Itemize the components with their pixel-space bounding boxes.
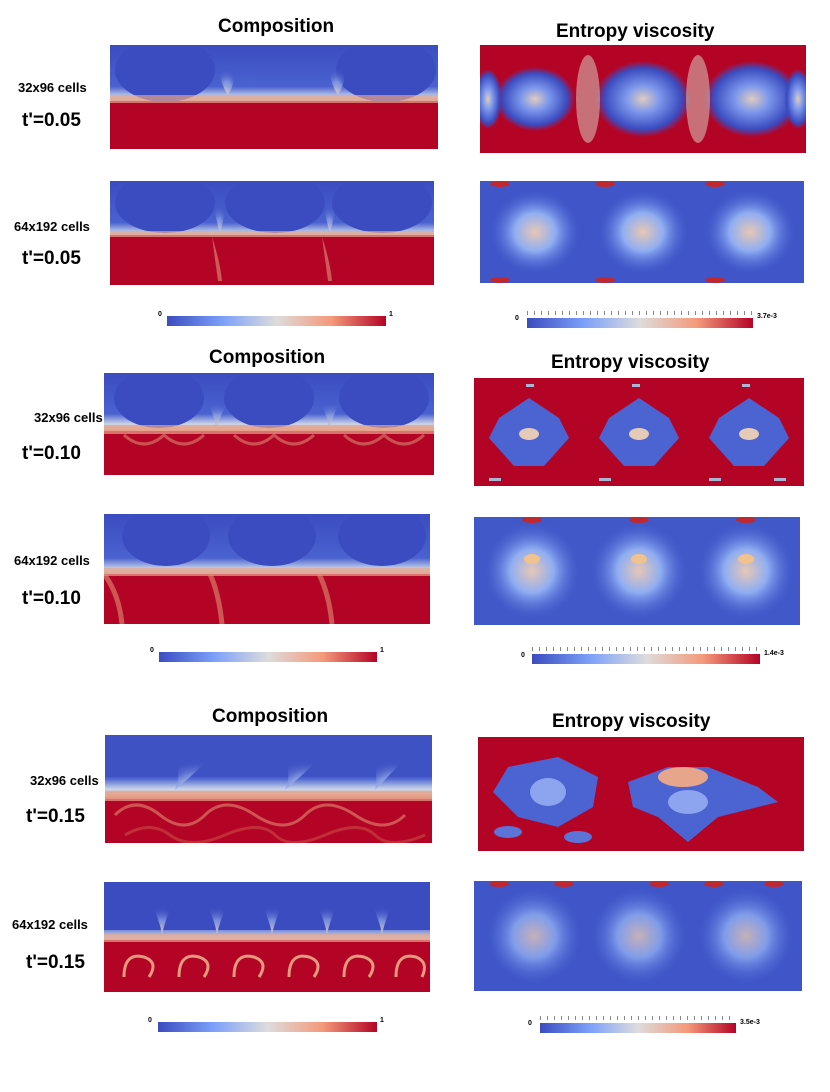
- time-label: t'=0.10: [22, 588, 81, 609]
- entropy-viscosity-colorbar: [532, 647, 760, 664]
- colorbar-min: 0: [515, 315, 519, 322]
- colorbar-min: 0: [158, 311, 162, 318]
- resolution-label: 64x192 cells: [14, 553, 90, 568]
- composition-colorbar: [158, 1019, 377, 1032]
- composition-panel: [110, 45, 438, 149]
- composition-panel: [105, 735, 432, 843]
- entropy-viscosity-panel: [474, 881, 802, 991]
- entropy-viscosity-panel: [478, 737, 804, 851]
- entropy-viscosity-colorbar: [527, 311, 753, 328]
- entropy-viscosity-panel: [480, 181, 804, 283]
- colorbar-max: 1.4e-3: [764, 650, 784, 657]
- entropy-viscosity-colorbar: [540, 1016, 736, 1033]
- resolution-label: 64x192 cells: [14, 219, 90, 234]
- composition-title-1: Composition: [218, 16, 335, 37]
- colorbar-min: 0: [521, 652, 525, 659]
- colorbar-max: 3.5e-3: [740, 1019, 760, 1026]
- resolution-label: 32x96 cells: [18, 80, 87, 95]
- entropy-viscosity-panel: [480, 45, 806, 153]
- time-label: t'=0.05: [22, 248, 81, 269]
- time-label: t'=0.15: [26, 806, 85, 827]
- colorbar-max: 3.7e-3: [757, 313, 777, 320]
- entropy-viscosity-title-3: Entropy viscosity: [552, 711, 711, 732]
- colorbar-max: 1: [380, 1017, 384, 1024]
- composition-title-3: Composition: [212, 706, 329, 727]
- composition-panel: [104, 514, 430, 624]
- entropy-viscosity-panel: [474, 517, 800, 625]
- time-label: t'=0.10: [22, 443, 81, 464]
- entropy-viscosity-title-2: Entropy viscosity: [551, 352, 710, 373]
- composition-colorbar: [167, 313, 386, 326]
- resolution-label: 32x96 cells: [30, 773, 99, 788]
- colorbar-min: 0: [148, 1017, 152, 1024]
- composition-title-2: Composition: [209, 347, 326, 368]
- time-label: t'=0.05: [22, 110, 81, 131]
- composition-colorbar: [159, 649, 377, 662]
- time-label: t'=0.15: [26, 952, 85, 973]
- entropy-viscosity-title-1: Entropy viscosity: [556, 21, 715, 42]
- composition-panel: [104, 882, 430, 992]
- colorbar-min: 0: [150, 647, 154, 654]
- colorbar-max: 1: [380, 647, 384, 654]
- composition-panel: [110, 181, 434, 285]
- colorbar-min: 0: [528, 1020, 532, 1027]
- entropy-viscosity-panel: [474, 378, 804, 486]
- resolution-label: 32x96 cells: [34, 410, 103, 425]
- colorbar-max: 1: [389, 311, 393, 318]
- composition-panel: [104, 373, 434, 475]
- resolution-label: 64x192 cells: [12, 917, 88, 932]
